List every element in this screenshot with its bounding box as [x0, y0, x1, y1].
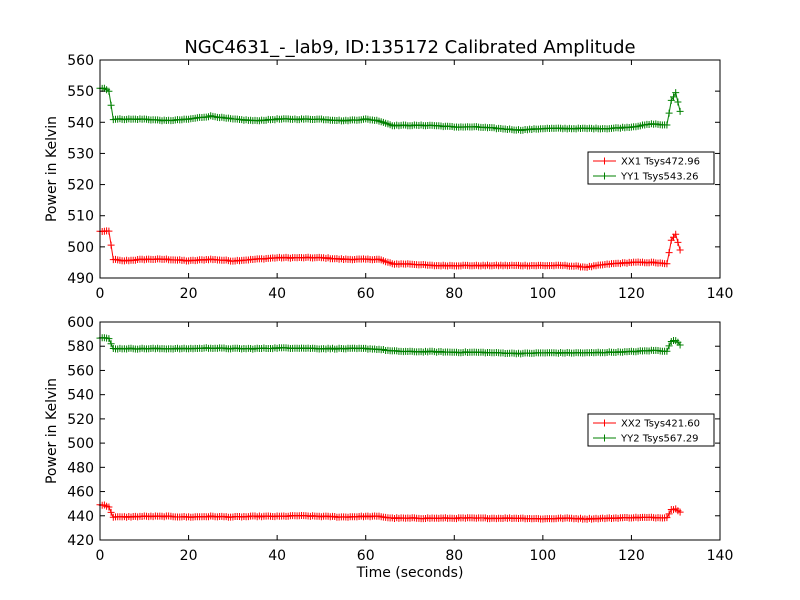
x-tick-label: 80	[445, 286, 463, 302]
y-tick-label: 550	[67, 84, 94, 100]
x-tick-label: 140	[707, 286, 734, 302]
x-tick-label: 0	[96, 548, 105, 564]
x-tick-label: 100	[529, 286, 556, 302]
x-tick-label: 100	[529, 548, 556, 564]
legend-marker	[601, 172, 608, 180]
data-point	[663, 260, 671, 268]
y-tick-label: 420	[67, 533, 94, 549]
x-tick-label: 60	[357, 286, 375, 302]
y-tick-label: 580	[67, 339, 94, 355]
legend-marker	[601, 157, 608, 165]
data-point	[674, 98, 682, 106]
y-axis-label: Power in Kelvin	[44, 116, 60, 222]
series-markers	[96, 84, 684, 134]
y-tick-label: 480	[67, 460, 94, 476]
y-tick-label: 600	[67, 315, 94, 331]
y-tick-label: 460	[67, 485, 94, 501]
series-markers	[96, 334, 684, 358]
x-tick-label: 20	[180, 286, 198, 302]
data-point	[107, 101, 115, 109]
legend-marker	[601, 419, 608, 427]
bottom-panel: 0 20 40 60 80 100 120 140 420 440 460 480 500 520 540 5…	[44, 315, 733, 581]
y-tick-label: 560	[67, 363, 94, 379]
legend-label: XX2 Tsys421.60	[621, 419, 700, 430]
x-tick-label: 20	[180, 548, 198, 564]
data-point	[105, 87, 113, 95]
x-tick-label: 140	[707, 548, 734, 564]
legend-box	[587, 413, 715, 447]
data-point	[670, 93, 677, 101]
top-panel: 0 20 40 60 80 100 120 140 490 500 510 520 530 540 550 5…	[44, 53, 733, 302]
y-tick-label: 530	[67, 146, 94, 162]
legend-label: YY1 Tsys543.26	[620, 172, 699, 183]
data-point	[676, 341, 684, 349]
y-tick-label: 490	[67, 271, 94, 287]
data-point	[665, 342, 673, 350]
legend-label: XX1 Tsys472.96	[621, 157, 700, 168]
legend: XX1 Tsys472.96 YY1 Tsys543.26	[587, 151, 715, 185]
y-tick-label: 520	[67, 412, 94, 428]
data-point	[676, 508, 684, 516]
x-tick-label: 0	[96, 286, 105, 302]
data-point	[672, 89, 680, 97]
series-yy-trace	[96, 84, 684, 134]
data-point	[105, 503, 113, 511]
y-tick-label: 540	[67, 115, 94, 131]
data-point	[676, 107, 684, 115]
series-xx-trace	[96, 501, 684, 523]
y-tick-label: 520	[67, 178, 94, 194]
data-point	[663, 347, 671, 355]
data-point	[676, 246, 684, 254]
y-tick-label: 440	[67, 509, 94, 525]
series-yy-trace	[96, 334, 684, 358]
x-axis-label: Time (seconds)	[356, 565, 464, 581]
data-point	[663, 514, 671, 522]
legend: XX2 Tsys421.60 YY2 Tsys567.29	[587, 413, 715, 447]
x-tick-label: 40	[268, 286, 286, 302]
data-point	[663, 121, 671, 129]
y-tick-label: 510	[67, 209, 94, 225]
data-point	[107, 508, 115, 516]
y-tick-label: 500	[67, 240, 94, 256]
data-point	[665, 249, 673, 257]
x-tick-label: 40	[268, 548, 286, 564]
data-point	[672, 230, 680, 238]
legend-marker	[601, 434, 608, 442]
x-tick-label: 80	[445, 548, 463, 564]
legend-box	[587, 151, 715, 185]
y-tick-label: 560	[67, 53, 94, 69]
series-xx-trace	[96, 227, 684, 271]
data-point	[105, 335, 113, 343]
series-markers	[96, 501, 684, 523]
data-point	[105, 227, 113, 235]
data-point	[107, 340, 115, 348]
data-point	[674, 238, 682, 246]
x-tick-label: 60	[357, 548, 375, 564]
data-point	[107, 241, 115, 249]
x-tick-label: 120	[618, 548, 645, 564]
data-point	[665, 510, 673, 518]
axes-frame	[99, 59, 721, 279]
chart-title: NGC4631_-_lab9, ID:135172 Calibrated Amp…	[184, 37, 635, 58]
x-tick-label: 120	[618, 286, 645, 302]
data-point	[665, 109, 673, 117]
y-tick-label: 540	[67, 388, 94, 404]
y-tick-label: 500	[67, 436, 94, 452]
legend-label: YY2 Tsys567.29	[620, 434, 699, 445]
series-markers	[96, 227, 684, 271]
axes-frame	[99, 321, 721, 541]
y-axis-label: Power in Kelvin	[44, 378, 60, 484]
